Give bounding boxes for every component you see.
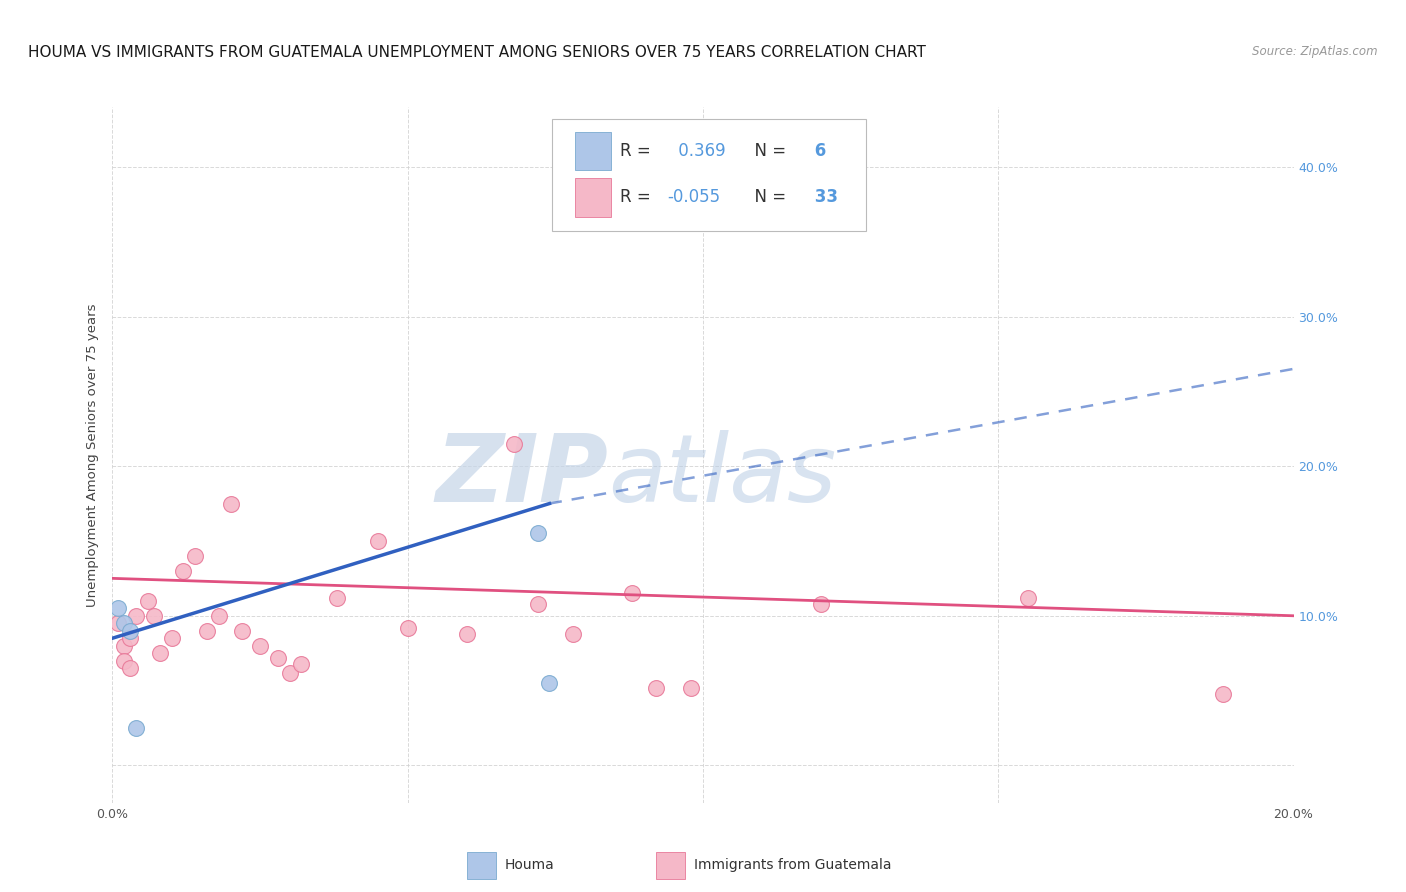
Point bbox=[644, 681, 666, 695]
Text: 0.369: 0.369 bbox=[673, 142, 725, 160]
Text: ZIP: ZIP bbox=[436, 430, 609, 522]
Point bbox=[120, 624, 142, 638]
Point bbox=[1212, 687, 1234, 701]
Point bbox=[149, 646, 172, 660]
Point bbox=[681, 681, 703, 695]
Text: HOUMA VS IMMIGRANTS FROM GUATEMALA UNEMPLOYMENT AMONG SENIORS OVER 75 YEARS CORR: HOUMA VS IMMIGRANTS FROM GUATEMALA UNEMP… bbox=[28, 45, 927, 60]
Point bbox=[125, 721, 148, 735]
Text: -0.055: -0.055 bbox=[668, 188, 721, 206]
Point bbox=[107, 601, 129, 615]
FancyBboxPatch shape bbox=[467, 852, 496, 880]
Point bbox=[526, 526, 548, 541]
Point bbox=[278, 665, 301, 680]
Point bbox=[112, 654, 135, 668]
Point bbox=[120, 631, 142, 645]
Text: N =: N = bbox=[744, 142, 792, 160]
Point bbox=[456, 626, 478, 640]
Point bbox=[290, 657, 312, 671]
Point bbox=[208, 608, 231, 623]
Point bbox=[112, 616, 135, 631]
Point bbox=[112, 639, 135, 653]
Point bbox=[172, 564, 194, 578]
Text: 33: 33 bbox=[810, 188, 838, 206]
Text: N =: N = bbox=[744, 188, 792, 206]
Point bbox=[526, 597, 548, 611]
FancyBboxPatch shape bbox=[655, 852, 685, 880]
Point bbox=[396, 621, 419, 635]
Text: Immigrants from Guatemala: Immigrants from Guatemala bbox=[693, 858, 891, 872]
Point bbox=[219, 497, 242, 511]
Point bbox=[621, 586, 644, 600]
Text: atlas: atlas bbox=[609, 430, 837, 521]
Point bbox=[160, 631, 183, 645]
Point bbox=[326, 591, 349, 605]
Point bbox=[120, 661, 142, 675]
FancyBboxPatch shape bbox=[551, 119, 866, 231]
Point bbox=[184, 549, 207, 563]
FancyBboxPatch shape bbox=[575, 132, 610, 170]
Point bbox=[195, 624, 218, 638]
Point bbox=[231, 624, 253, 638]
Point bbox=[136, 594, 159, 608]
Point bbox=[249, 639, 271, 653]
Point bbox=[107, 616, 129, 631]
Point bbox=[810, 597, 832, 611]
Point bbox=[562, 626, 585, 640]
Point bbox=[503, 436, 526, 450]
Text: R =: R = bbox=[620, 188, 657, 206]
Point bbox=[125, 608, 148, 623]
Point bbox=[267, 650, 290, 665]
Point bbox=[142, 608, 165, 623]
Text: Houma: Houma bbox=[505, 858, 554, 872]
Text: R =: R = bbox=[620, 142, 657, 160]
Point bbox=[367, 533, 389, 548]
FancyBboxPatch shape bbox=[575, 178, 610, 217]
Point bbox=[538, 676, 561, 690]
Y-axis label: Unemployment Among Seniors over 75 years: Unemployment Among Seniors over 75 years bbox=[86, 303, 100, 607]
Point bbox=[1017, 591, 1039, 605]
Text: Source: ZipAtlas.com: Source: ZipAtlas.com bbox=[1253, 45, 1378, 58]
Text: 6: 6 bbox=[810, 142, 827, 160]
